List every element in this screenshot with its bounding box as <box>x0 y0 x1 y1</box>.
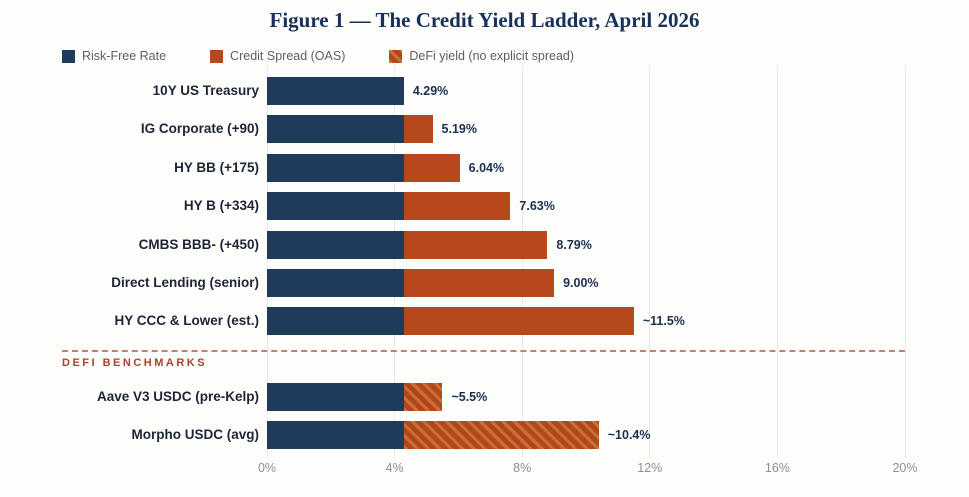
x-axis-tick-label: 4% <box>385 461 404 475</box>
bar-value-label: ~10.4% <box>607 427 651 442</box>
bar-value-label: ~11.5% <box>642 314 685 329</box>
category-label: Aave V3 USDC (pre-Kelp) <box>96 388 259 404</box>
risk-free-bar-segment <box>267 153 404 182</box>
defi-yield-hatch-swatch-icon <box>389 49 403 63</box>
defi-section-label: DEFI BENCHMARKS <box>62 357 208 369</box>
credit-spread-bar-segment <box>403 192 511 221</box>
legend-item-defi-yield: DeFi yield (no explicit spread) <box>389 49 574 63</box>
risk-free-bar-segment <box>267 420 404 449</box>
chart-legend: Risk-Free Rate Credit Spread (OAS) DeFi … <box>62 49 574 63</box>
x-axis-tick-label: 12% <box>637 461 663 475</box>
legend-item-credit-spread: Credit Spread (OAS) <box>210 49 345 63</box>
defi-spread-bar-segment <box>403 382 443 411</box>
category-label: Direct Lending (senior) <box>111 275 259 290</box>
risk-free-bar-segment <box>267 382 404 411</box>
risk-free-swatch-icon <box>62 49 75 63</box>
defi-separator-line <box>62 350 905 352</box>
bar-value-label: 4.29% <box>412 84 449 98</box>
credit-spread-bar-segment <box>403 307 634 336</box>
category-label: Morpho USDC (avg) <box>131 426 260 442</box>
legend-item-risk-free-rate: Risk-Free Rate <box>62 49 166 63</box>
risk-free-bar-segment <box>267 192 404 221</box>
category-label: HY CCC & Lower (est.) <box>114 313 259 329</box>
legend-label: Risk-Free Rate <box>82 49 167 63</box>
category-label: 10Y US Treasury <box>152 83 259 98</box>
defi-spread-bar-segment <box>403 420 599 449</box>
legend-label: Credit Spread (OAS) <box>230 49 346 63</box>
gridline <box>776 66 778 458</box>
gridline <box>649 66 651 458</box>
credit-spread-bar-segment <box>403 269 555 297</box>
gridline <box>394 66 396 458</box>
risk-free-bar-segment <box>267 230 404 259</box>
gridline <box>266 66 268 458</box>
risk-free-bar-segment <box>267 269 404 297</box>
credit-spread-bar-segment <box>403 153 460 182</box>
gridline <box>521 66 523 458</box>
x-axis-tick-label: 20% <box>892 461 918 475</box>
bar-value-label: 8.79% <box>556 237 592 252</box>
credit-spread-bar-segment <box>403 230 548 259</box>
bar-value-label: 5.19% <box>441 122 477 137</box>
x-axis-tick-label: 0% <box>257 461 277 475</box>
legend-label: DeFi yield (no explicit spread) <box>409 49 575 63</box>
bar-value-label: 6.04% <box>468 160 505 175</box>
category-label: HY B (+334) <box>183 198 259 214</box>
x-axis-tick-label: 16% <box>764 461 790 475</box>
category-label: IG Corporate (+90) <box>140 121 259 137</box>
gridline <box>904 66 906 458</box>
bar-value-label: ~5.5% <box>451 389 488 404</box>
credit-spread-bar-segment <box>403 115 433 144</box>
chart-title: Figure 1 — The Credit Yield Ladder, Apri… <box>269 8 700 32</box>
x-axis-tick-label: 8% <box>513 461 532 475</box>
risk-free-bar-segment <box>267 115 404 144</box>
risk-free-bar-segment <box>267 77 404 105</box>
bar-value-label: 7.63% <box>519 199 555 214</box>
credit-spread-swatch-icon <box>210 49 224 63</box>
category-label: CMBS BBB- (+450) <box>138 236 259 252</box>
bar-value-label: 9.00% <box>563 276 599 290</box>
risk-free-bar-segment <box>267 307 404 336</box>
category-label: HY BB (+175) <box>174 159 259 175</box>
